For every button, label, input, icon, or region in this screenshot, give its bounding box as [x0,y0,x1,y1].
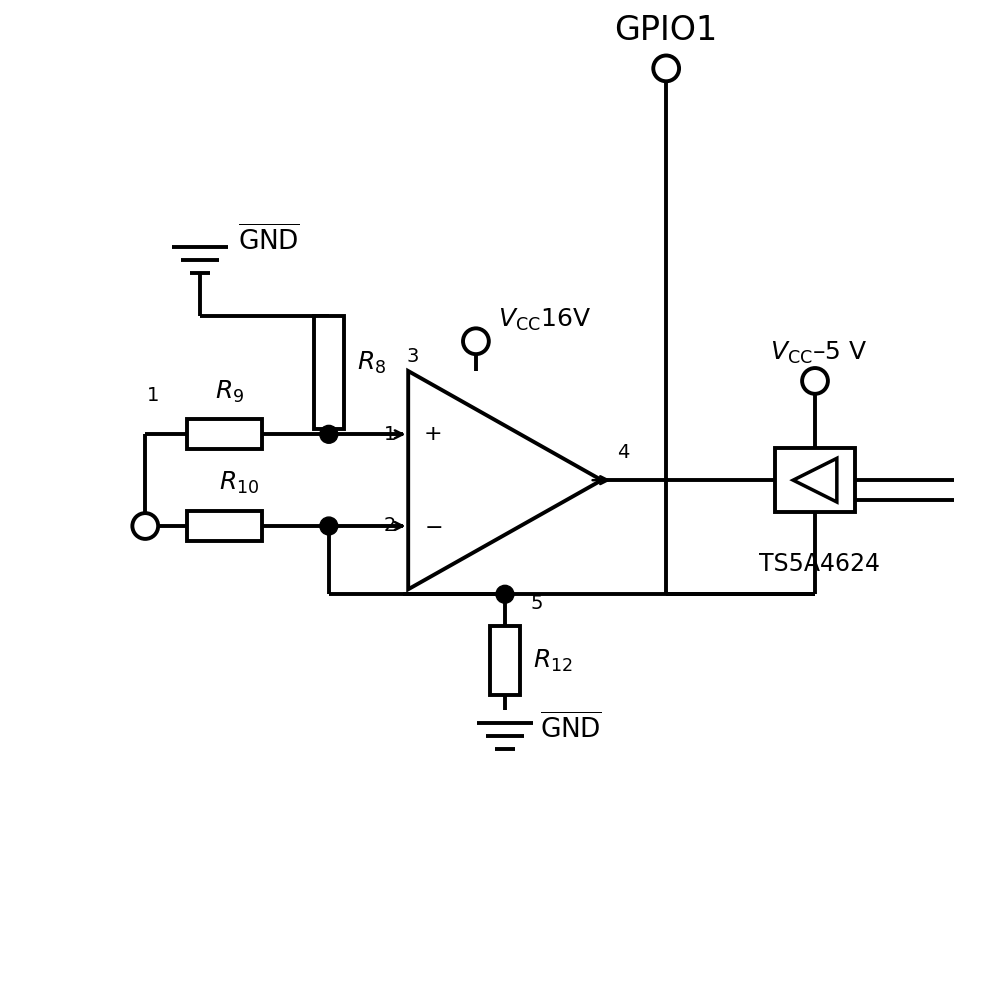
Text: $\overline{\mathrm{GND}}$: $\overline{\mathrm{GND}}$ [238,225,299,255]
Text: 5: 5 [531,594,543,613]
Text: $V_\mathrm{CC}$16V: $V_\mathrm{CC}$16V [497,306,590,333]
Text: GPIO1: GPIO1 [614,14,717,47]
Text: $R_8$: $R_8$ [356,350,386,376]
Text: 1: 1 [147,386,159,405]
Circle shape [496,585,513,603]
Text: $V_\mathrm{CC}$–5 V: $V_\mathrm{CC}$–5 V [769,340,867,366]
Text: $R_{12}$: $R_{12}$ [532,648,572,674]
Circle shape [319,517,337,535]
Text: 2: 2 [384,516,396,535]
Text: 1: 1 [384,425,396,444]
Bar [774,448,854,512]
Text: $R_9$: $R_9$ [215,378,244,405]
Bar [490,626,519,695]
Text: 4: 4 [616,443,628,462]
Text: $-$: $-$ [423,516,441,536]
Text: $\overline{\mathrm{GND}}$: $\overline{\mathrm{GND}}$ [145,237,150,242]
Text: +: + [423,424,442,444]
Text: $\overline{\mathrm{GND}}$: $\overline{\mathrm{GND}}$ [539,713,601,744]
Text: 3: 3 [407,347,418,366]
Bar [187,419,261,449]
Circle shape [319,425,337,443]
Bar [314,316,343,429]
Text: TS5A4624: TS5A4624 [758,552,880,576]
Text: $R_{10}$: $R_{10}$ [219,470,259,496]
Bar [187,511,261,541]
